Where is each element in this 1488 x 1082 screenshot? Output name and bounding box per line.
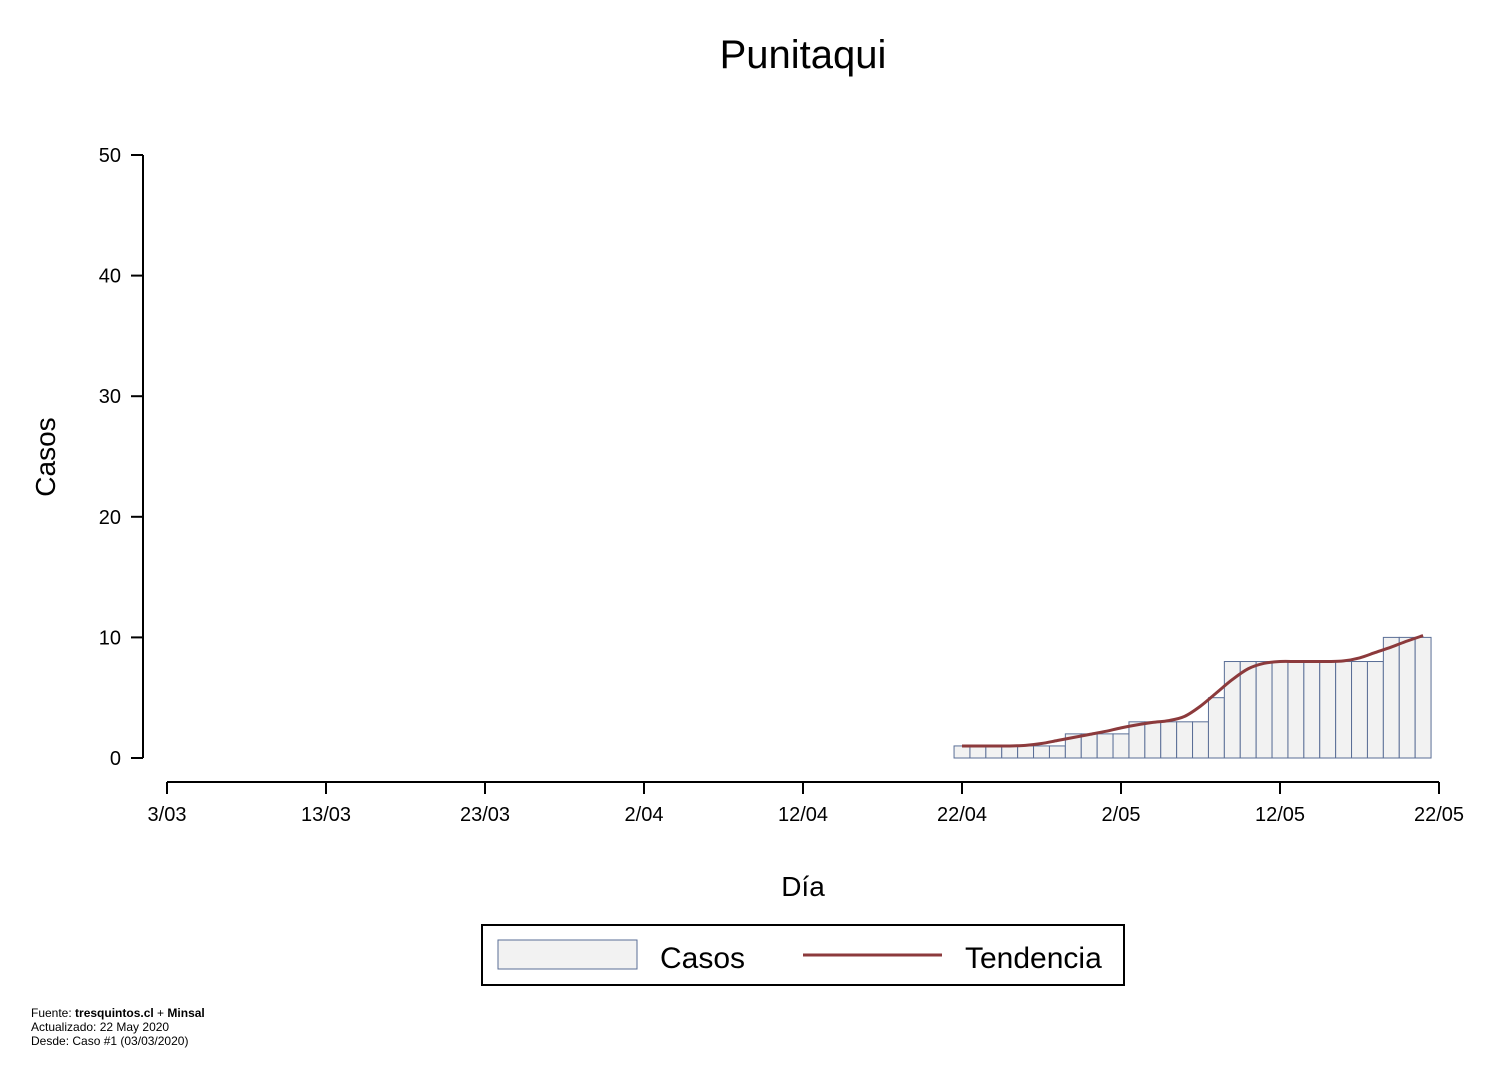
y-tick-label: 40 xyxy=(99,266,121,288)
legend-label-tendencia: Tendencia xyxy=(965,942,1102,975)
bar xyxy=(1303,661,1321,759)
y-tick-label: 0 xyxy=(110,748,121,770)
bar xyxy=(1112,733,1130,759)
bar xyxy=(1255,661,1273,759)
bar xyxy=(1351,661,1368,759)
x-axis: 3/03 13/03 23/03 2/04 12/04 22/04 2/05 12/05 22/… xyxy=(148,781,1464,826)
bar xyxy=(1001,745,1019,759)
bar xyxy=(1207,697,1225,759)
bar xyxy=(1033,745,1050,759)
y-tick-label: 50 xyxy=(99,145,121,167)
x-tick-label: 12/05 xyxy=(1255,804,1305,826)
bar xyxy=(1176,721,1194,759)
bar xyxy=(1319,661,1337,759)
y-tick-label: 10 xyxy=(99,627,121,649)
x-tick-label: 3/03 xyxy=(148,804,187,826)
x-tick-label: 22/05 xyxy=(1414,804,1464,826)
footer-since: Desde: Caso #1 (03/03/2020) xyxy=(31,1034,189,1048)
footer: Fuente: tresquintos.cl + Minsal Actualiz… xyxy=(31,1006,205,1048)
y-axis: 0 10 20 30 40 50 xyxy=(99,145,144,770)
source-site: tresquintos.cl xyxy=(75,1006,154,1020)
x-tick-label: 13/03 xyxy=(301,804,351,826)
bar xyxy=(1414,636,1432,759)
bar xyxy=(1271,661,1289,759)
bar xyxy=(1192,721,1209,759)
y-tick-label: 20 xyxy=(99,507,121,529)
bar xyxy=(1239,661,1257,759)
bar xyxy=(1335,661,1353,759)
x-axis-label: Día xyxy=(781,871,825,902)
bar xyxy=(1160,721,1178,759)
x-tick-label: 2/05 xyxy=(1102,804,1141,826)
bar xyxy=(1287,661,1305,759)
bar xyxy=(1382,636,1400,759)
legend-label-casos: Casos xyxy=(660,942,745,975)
bar xyxy=(1017,745,1035,759)
bar xyxy=(1048,745,1066,759)
source-org: Minsal xyxy=(167,1006,205,1020)
footer-source: Fuente: tresquintos.cl + Minsal xyxy=(31,1006,205,1020)
x-tick-label: 23/03 xyxy=(460,804,510,826)
chart-title: Punitaqui xyxy=(720,33,887,77)
x-tick-label: 12/04 xyxy=(778,804,828,826)
y-tick-label: 30 xyxy=(99,386,121,408)
x-tick-label: 2/04 xyxy=(625,804,664,826)
bar xyxy=(1080,733,1098,759)
bar xyxy=(969,745,987,759)
bar xyxy=(1398,636,1416,759)
trend-line xyxy=(962,634,1424,748)
bar xyxy=(1144,721,1162,759)
bar xyxy=(1366,661,1384,759)
bars xyxy=(953,636,1432,759)
bar xyxy=(953,745,971,759)
y-axis-label: Casos xyxy=(30,417,61,496)
x-tick-label: 22/04 xyxy=(937,804,987,826)
bar xyxy=(1096,733,1114,759)
bar xyxy=(985,745,1003,759)
legend: Casos Tendencia xyxy=(481,924,1125,986)
footer-updated: Actualizado: 22 May 2020 xyxy=(31,1020,170,1034)
legend-swatch-casos xyxy=(497,939,638,970)
